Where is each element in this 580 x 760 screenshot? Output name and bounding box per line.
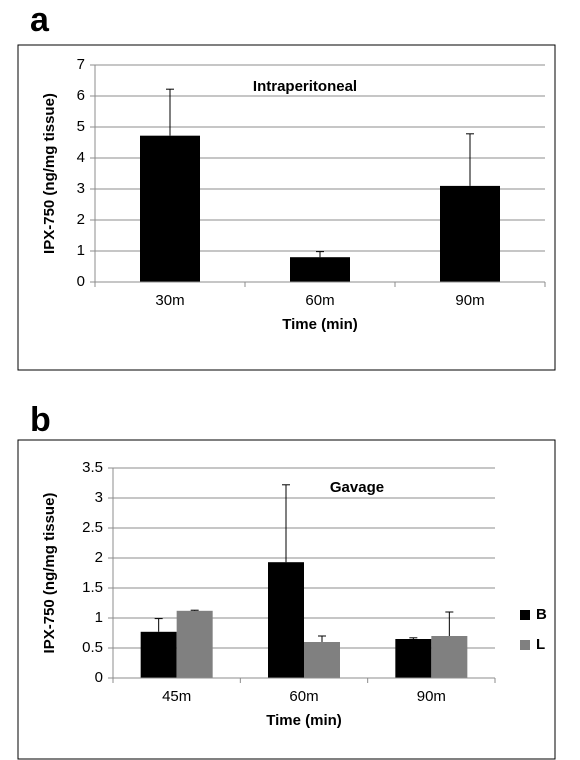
y-tick-label: 0 bbox=[95, 669, 103, 686]
x-axis-title: Time (min) bbox=[266, 712, 342, 729]
x-tick-label: 90m bbox=[417, 688, 446, 705]
bar bbox=[140, 631, 177, 678]
bar bbox=[431, 636, 468, 678]
chart-title: Gavage bbox=[330, 479, 384, 496]
panel-label: a bbox=[30, 1, 50, 39]
y-axis-title: IPX-750 (ng/mg tissue) bbox=[41, 93, 58, 254]
y-tick-label: 3 bbox=[95, 489, 103, 506]
panel-frame bbox=[17, 439, 556, 760]
y-tick-label: 0.5 bbox=[82, 639, 103, 656]
legend-label: B bbox=[536, 606, 547, 623]
legend-swatch bbox=[520, 640, 530, 650]
y-tick-label: 1 bbox=[95, 609, 103, 626]
bar bbox=[304, 642, 340, 678]
y-tick-label: 2 bbox=[77, 211, 85, 228]
y-tick-label: 1.5 bbox=[82, 579, 103, 596]
legend-label: L bbox=[536, 636, 545, 653]
bar bbox=[268, 562, 304, 678]
panel-frame bbox=[17, 44, 556, 371]
y-tick-label: 3 bbox=[77, 180, 85, 197]
y-tick-label: 6 bbox=[77, 87, 85, 104]
y-axis-title: IPX-750 (ng/mg tissue) bbox=[41, 493, 58, 654]
bar bbox=[140, 135, 200, 282]
chart-title: Intraperitoneal bbox=[253, 78, 357, 95]
y-tick-label: 2.5 bbox=[82, 519, 103, 536]
bar bbox=[440, 185, 500, 282]
x-tick-label: 45m bbox=[162, 688, 191, 705]
bar bbox=[290, 257, 350, 282]
bar bbox=[176, 610, 213, 678]
y-tick-label: 7 bbox=[77, 56, 85, 73]
x-axis-title: Time (min) bbox=[282, 316, 358, 333]
y-tick-label: 0 bbox=[77, 273, 85, 290]
bar bbox=[395, 639, 432, 678]
x-tick-label: 30m bbox=[155, 292, 184, 309]
y-tick-label: 1 bbox=[77, 242, 85, 259]
y-tick-label: 2 bbox=[95, 549, 103, 566]
y-tick-label: 5 bbox=[77, 118, 85, 135]
x-tick-label: 60m bbox=[305, 292, 334, 309]
legend-swatch bbox=[520, 610, 530, 620]
panel-label: b bbox=[30, 401, 51, 439]
y-tick-label: 4 bbox=[77, 149, 85, 166]
x-tick-label: 90m bbox=[455, 292, 484, 309]
x-tick-label: 60m bbox=[289, 688, 318, 705]
y-tick-label: 3.5 bbox=[82, 459, 103, 476]
